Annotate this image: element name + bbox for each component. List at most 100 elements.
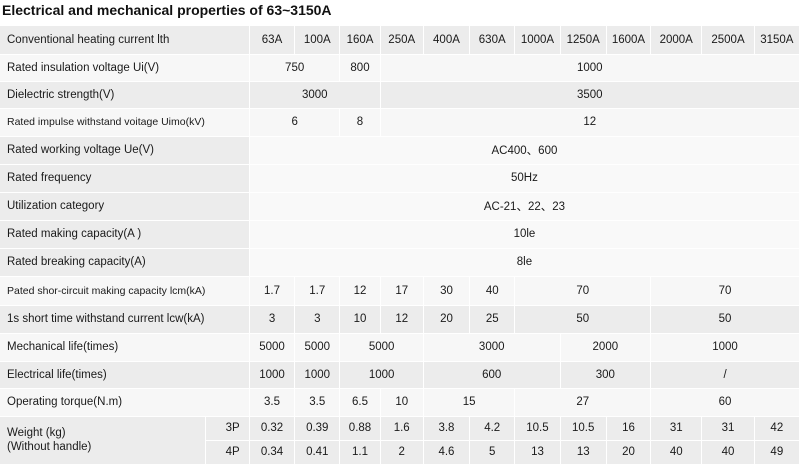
table-cell: 3 [294, 305, 341, 334]
table-cell: 10le [249, 220, 800, 249]
header-cell: 160A [339, 26, 381, 55]
table-cell: 20 [423, 305, 471, 334]
table-cell: 30 [423, 276, 471, 306]
table-cell: 3.5 [249, 388, 296, 417]
table-cell: 50 [650, 305, 800, 334]
table-cell: 1000 [249, 361, 296, 389]
table-cell: 40 [469, 276, 516, 306]
table-cell: 1000 [650, 333, 800, 362]
table-cell: 50 [514, 305, 652, 334]
table-cell: 6 [249, 108, 341, 137]
row-label: Rated working voltage Ue(V) [0, 136, 250, 165]
header-cell: 1000A [514, 26, 561, 55]
table-row: Rated making capacity(A ) 10le [0, 220, 800, 249]
table-cell: 0.41 [294, 440, 341, 465]
table-cell: 60 [650, 388, 800, 417]
row-label: Rated making capacity(A ) [0, 220, 250, 249]
row-label: Rated impulse withstand voitage Uimo(kV) [0, 108, 250, 137]
table-header-row: Conventional heating current lth 63A 100… [0, 26, 800, 55]
table-row: Utilization category AC-21、22、23 [0, 192, 800, 221]
header-cell: 2000A [650, 26, 703, 55]
row-label: Rated insulation voltage Ui(V) [0, 54, 250, 82]
table-cell: 3000 [249, 81, 381, 109]
table-cell: 10.5 [560, 416, 607, 441]
table-cell: 5 [469, 440, 516, 465]
table-cell: 1.7 [294, 276, 341, 306]
table-cell: 1.6 [380, 416, 424, 441]
pole-label: 4P [205, 440, 250, 465]
table-row: Electrical life(times) 1000 1000 1000 60… [0, 361, 800, 389]
header-label: Conventional heating current lth [0, 26, 250, 55]
table-cell: AC400、600 [249, 136, 800, 165]
table-row: Operating torque(N.m) 3.5 3.5 6.5 10 15 … [0, 388, 800, 417]
table-row: Dielectric strength(V) 3000 3500 [0, 81, 800, 109]
table-row: Mechanical life(times) 5000 5000 5000 30… [0, 333, 800, 362]
table-cell: 10 [380, 388, 424, 417]
header-cell: 400A [423, 26, 471, 55]
table-cell: 6.5 [339, 388, 381, 417]
page-title: Electrical and mechanical properties of … [2, 2, 332, 18]
row-label: Weight (kg) (Without handle) [0, 416, 206, 465]
table-cell: 13 [514, 440, 561, 465]
table-cell: 31 [650, 416, 703, 441]
header-cell: 630A [469, 26, 516, 55]
row-label: Electrical life(times) [0, 361, 250, 389]
table-cell: 27 [514, 388, 652, 417]
table-cell: 750 [249, 54, 341, 82]
table-cell: 42 [754, 416, 800, 441]
table-cell: 0.88 [339, 416, 381, 441]
row-label: Utilization category [0, 192, 250, 221]
table-cell: 600 [423, 361, 561, 389]
table-cell: 50Hz [249, 164, 800, 193]
table-cell: / [650, 361, 800, 389]
table-row: 4P 0.34 0.41 1.1 2 4.6 5 13 13 20 40 40 … [0, 440, 800, 465]
table-row: 1s short time withstand current lcw(kA) … [0, 305, 800, 334]
table-cell: 70 [650, 276, 800, 306]
table-cell: 12 [380, 108, 800, 137]
weight-sublabel: (Without handle) [7, 441, 92, 453]
row-label: Rated frequency [0, 164, 250, 193]
table-row: Rated working voltage Ue(V) AC400、600 [0, 136, 800, 165]
table-cell: 20 [606, 440, 652, 465]
table-cell: 2000 [560, 333, 652, 362]
header-cell: 2500A [701, 26, 755, 55]
row-label: Mechanical life(times) [0, 333, 250, 362]
table-cell: 15 [423, 388, 516, 417]
row-label: Rated breaking capacity(A) [0, 248, 250, 277]
table-row: Pated shor-circuit making capacity lcm(k… [0, 276, 800, 306]
table-cell: 5000 [294, 333, 341, 362]
table-cell: 3.8 [423, 416, 471, 441]
table-cell: 3000 [423, 333, 561, 362]
table-cell: 3 [249, 305, 296, 334]
header-cell: 3150A [754, 26, 800, 55]
table-cell: 1000 [294, 361, 341, 389]
header-cell: 1250A [560, 26, 607, 55]
table-cell: 0.39 [294, 416, 341, 441]
weight-label: Weight (kg) [7, 427, 66, 439]
table-row: Weight (kg) (Without handle) 3P 0.32 0.3… [0, 416, 800, 465]
table-cell: 10 [339, 305, 381, 334]
table-cell: 5000 [249, 333, 296, 362]
table-cell: 3.5 [294, 388, 341, 417]
row-label: Operating torque(N.m) [0, 388, 250, 417]
table-cell: 13 [560, 440, 607, 465]
table-cell: 1.7 [249, 276, 296, 306]
table-row: Rated frequency 50Hz [0, 164, 800, 193]
row-label: 1s short time withstand current lcw(kA) [0, 305, 250, 334]
table-cell: 4.6 [423, 440, 471, 465]
table-cell: 25 [469, 305, 516, 334]
table-cell: 5000 [339, 333, 424, 362]
table-cell: 8 [339, 108, 381, 137]
table-cell: 40 [701, 440, 755, 465]
table-cell: 17 [380, 276, 424, 306]
table-cell: 70 [514, 276, 652, 306]
table-cell: 10.5 [514, 416, 561, 441]
table-row: Rated breaking capacity(A) 8le [0, 248, 800, 277]
table-cell: 4.2 [469, 416, 516, 441]
table-cell: AC-21、22、23 [249, 192, 800, 221]
table-row: Rated impulse withstand voitage Uimo(kV)… [0, 108, 800, 137]
table-cell: 3500 [380, 81, 800, 109]
pole-label: 3P [205, 416, 250, 441]
header-cell: 250A [380, 26, 424, 55]
table-cell: 300 [560, 361, 652, 389]
